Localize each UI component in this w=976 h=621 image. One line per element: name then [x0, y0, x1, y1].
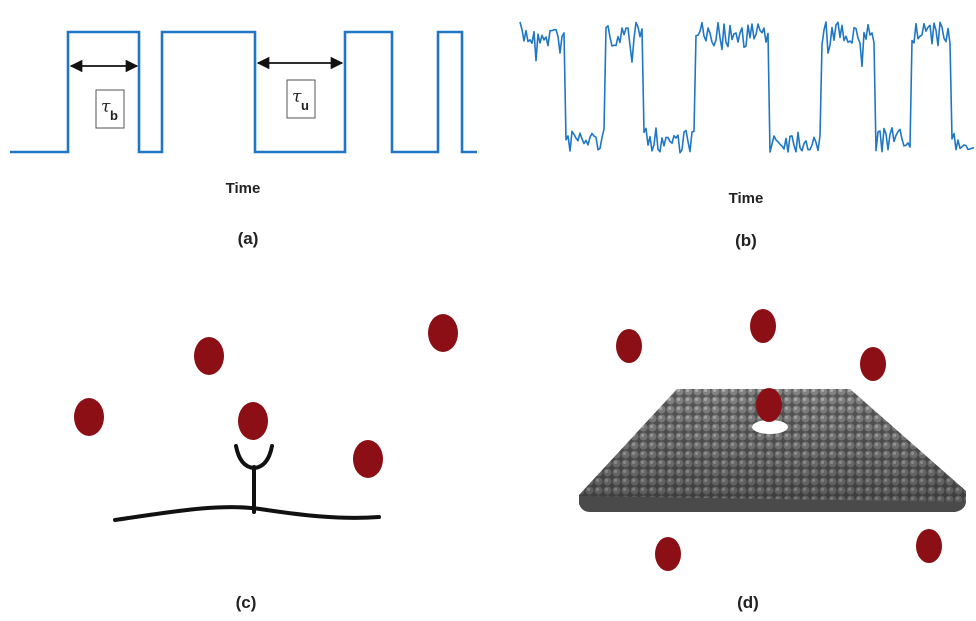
tau-u-subscript: u [301, 98, 309, 113]
particle [428, 314, 458, 352]
particle [860, 347, 886, 381]
particle [756, 388, 782, 422]
panel-c: (c) [74, 314, 458, 612]
receptor-icon [236, 446, 272, 512]
particle [750, 309, 776, 343]
panel-b: Time (b) [520, 22, 974, 250]
panel-b-xlabel: Time [729, 190, 764, 207]
panel-b-caption: (b) [735, 231, 757, 250]
particle [238, 402, 268, 440]
panel-d: (d) [579, 309, 966, 612]
tau-b-subscript: b [110, 108, 118, 123]
membrane-line [115, 507, 379, 520]
membrane-pore [752, 420, 788, 434]
panel-c-caption: (c) [236, 593, 257, 612]
panel-d-caption: (d) [737, 593, 759, 612]
particle [353, 440, 383, 478]
particle [655, 537, 681, 571]
panel-a: τ b τ u Time (a) [10, 32, 477, 248]
particle [194, 337, 224, 375]
particle [916, 529, 942, 563]
panel-a-caption: (a) [238, 229, 259, 248]
panel-a-xlabel: Time [226, 180, 261, 197]
tau-u-label-box: τ u [287, 80, 315, 118]
particle [616, 329, 642, 363]
tau-b-label-box: τ b [96, 90, 124, 128]
particle [74, 398, 104, 436]
ideal-binding-trace [10, 32, 477, 152]
noisy-binding-trace [520, 22, 974, 153]
